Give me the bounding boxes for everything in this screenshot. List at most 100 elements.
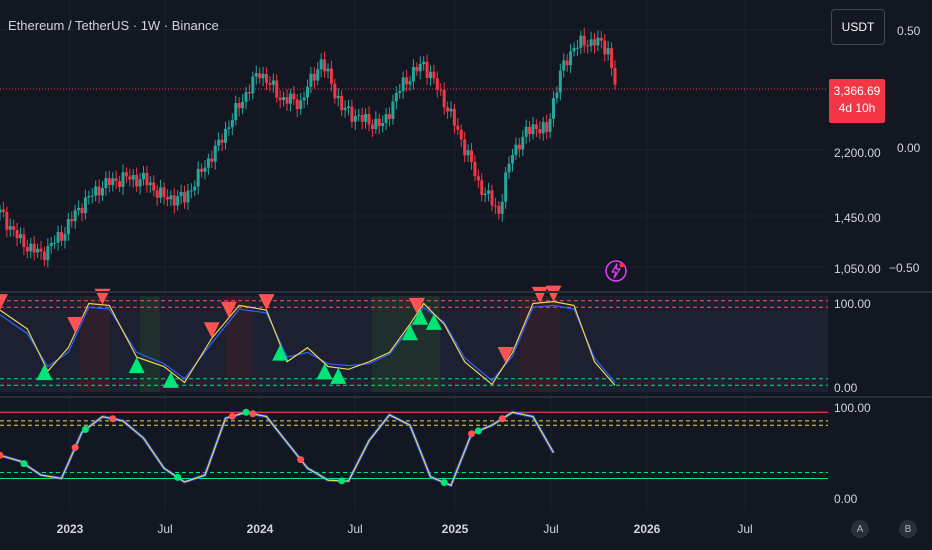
osc2-shadow-line (0, 410, 555, 488)
candle-body (459, 129, 463, 140)
buy-signal-triangle (425, 313, 442, 330)
osc2-red-dot (71, 444, 79, 452)
lightning-alert-icon[interactable] (604, 259, 628, 283)
candle-body (347, 106, 350, 108)
candle-body (422, 61, 426, 65)
candle-body (196, 168, 200, 187)
candle-body (124, 172, 128, 177)
candle-body (49, 242, 53, 247)
candle-body (162, 187, 166, 197)
candle-body (186, 190, 190, 203)
time-axis-label: 2025 (441, 522, 469, 536)
candle-body (548, 118, 552, 132)
candle-body (449, 108, 453, 112)
candle-body (610, 48, 614, 68)
sell-signal-triangle (497, 347, 514, 364)
candle-body (343, 107, 347, 111)
osc1-zone (140, 296, 160, 392)
candle-body (370, 124, 374, 130)
candle-body (357, 115, 361, 117)
candle-body (275, 80, 279, 98)
candle-body (326, 68, 330, 72)
candle-body (261, 73, 265, 79)
sell-signal-triangle (0, 294, 8, 311)
auto-scale-button[interactable]: A (851, 520, 869, 538)
currency-button[interactable]: USDT (831, 9, 885, 45)
candle-body (405, 77, 409, 85)
candle-body (473, 161, 477, 177)
buy-signal-triangle (162, 371, 179, 388)
candle-body (176, 196, 180, 206)
candle-body (439, 89, 443, 91)
candle-body (364, 113, 368, 122)
osc2-green-dot (242, 408, 250, 416)
candle-body (480, 180, 484, 196)
candle-body (565, 60, 569, 66)
candle-body (531, 124, 535, 135)
candle-body (534, 124, 538, 129)
candle-body (487, 190, 491, 194)
candle-body (19, 234, 22, 239)
candle-body (118, 181, 122, 187)
right-axis-label: −0.50 (889, 261, 920, 275)
osc2-green-dot (440, 479, 448, 487)
candle-body (476, 176, 480, 181)
sell-signal-triangle (220, 301, 237, 318)
candle-body (575, 47, 579, 49)
candle-body (12, 226, 16, 230)
candle-body (613, 67, 617, 85)
candle-body (189, 190, 193, 192)
candle-body (415, 67, 419, 72)
candle-body (83, 197, 87, 214)
candle-body (94, 186, 98, 196)
candle-body (429, 71, 432, 79)
candle-body (586, 45, 590, 47)
candle-body (155, 190, 159, 198)
osc2-green-dot (20, 460, 28, 468)
candle-body (319, 59, 323, 70)
candle-body (29, 243, 33, 252)
symbol-title[interactable]: Ethereum / TetherUS · 1W · Binance (8, 18, 219, 33)
time-axis-label: 2026 (633, 522, 661, 536)
candle-body (213, 145, 217, 162)
osc2-red-dot (228, 412, 236, 420)
candle-body (268, 83, 272, 85)
candle-body (138, 179, 142, 187)
candle-body (251, 76, 255, 94)
candle-body (374, 118, 378, 130)
candle-body (500, 201, 504, 214)
osc1-blue-line (0, 304, 616, 383)
candle-body (435, 78, 439, 90)
log-scale-button[interactable]: B (899, 520, 917, 538)
candle-body (367, 113, 371, 125)
bar-countdown: 4d 10h (838, 101, 876, 115)
candle-body (401, 77, 405, 92)
candle-body (15, 229, 19, 239)
candle-body (599, 37, 603, 41)
candle-body (292, 93, 296, 100)
candle-body (56, 232, 60, 243)
oscillator2-lines (0, 410, 555, 488)
osc1-zone (80, 296, 110, 392)
sell-signal-triangle (545, 285, 562, 302)
buy-signal-triangle (128, 357, 145, 374)
candle-body (97, 186, 101, 196)
candle-body (111, 178, 115, 186)
buy-signal-triangle (36, 364, 53, 381)
candle-body (66, 219, 70, 235)
candle-body (470, 150, 473, 162)
osc2-yellow-line (0, 411, 555, 487)
candle-body (295, 99, 299, 110)
candle-body (442, 89, 446, 108)
candle-body (128, 176, 132, 180)
candle-body (603, 40, 607, 55)
candle-body (483, 193, 487, 196)
candle-body (381, 122, 385, 127)
candle-body (159, 187, 163, 198)
osc2-green-dot (174, 473, 182, 481)
candle-body (53, 242, 57, 244)
candle-body (234, 103, 238, 121)
candle-body (60, 232, 63, 241)
candle-body (299, 100, 303, 110)
